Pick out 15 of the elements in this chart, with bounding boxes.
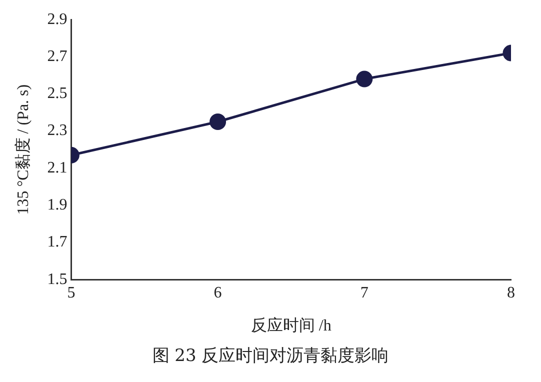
y-tick-label: 2.5	[47, 85, 68, 102]
y-tick-label: 2.3	[47, 122, 68, 140]
x-tick-label: 6	[214, 284, 222, 302]
y-tick-label: 1.9	[47, 196, 68, 214]
x-tick-label: 5	[67, 284, 76, 302]
y-tick-label: 2.9	[47, 10, 68, 28]
x-tick-label: 8	[507, 284, 515, 302]
y-tick-label: 2.1	[47, 159, 68, 176]
caption: 图 23 反应时间对沥青黏度影响	[151, 345, 390, 367]
y-axis-title: 135 °C黏度 / (Pa. s)	[14, 84, 32, 215]
y-tick-label: 2.7	[47, 48, 68, 65]
x-tick-label: 7	[360, 284, 368, 302]
x-axis-title: 反应时间 /h	[250, 316, 332, 335]
y-tick-label: 1.5	[47, 270, 68, 288]
y-tick-label: 1.7	[47, 234, 68, 251]
